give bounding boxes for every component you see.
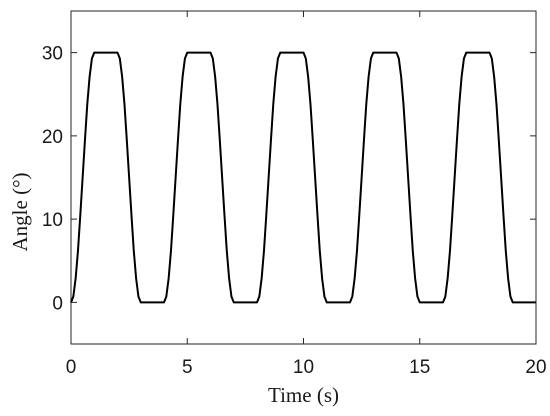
x-axis-label: Time (s) bbox=[268, 383, 339, 407]
y-tick-label-10: 10 bbox=[42, 210, 63, 231]
y-ticks: 0 10 20 30 bbox=[42, 44, 536, 314]
y-axis-label: Angle (°) bbox=[8, 173, 32, 252]
y-tick-label-30: 30 bbox=[42, 44, 63, 65]
plot-area bbox=[70, 10, 537, 345]
x-tick-label-20: 20 bbox=[525, 357, 546, 378]
y-tick-label-20: 20 bbox=[42, 127, 63, 148]
x-tick-label-5: 5 bbox=[182, 357, 193, 378]
x-ticks: 0 5 10 15 20 bbox=[66, 11, 547, 378]
x-tick-label-0: 0 bbox=[66, 357, 77, 378]
x-tick-label-15: 15 bbox=[409, 357, 430, 378]
y-tick-label-0: 0 bbox=[52, 293, 63, 314]
x-tick-label-10: 10 bbox=[293, 357, 314, 378]
series-line bbox=[70, 51, 536, 304]
